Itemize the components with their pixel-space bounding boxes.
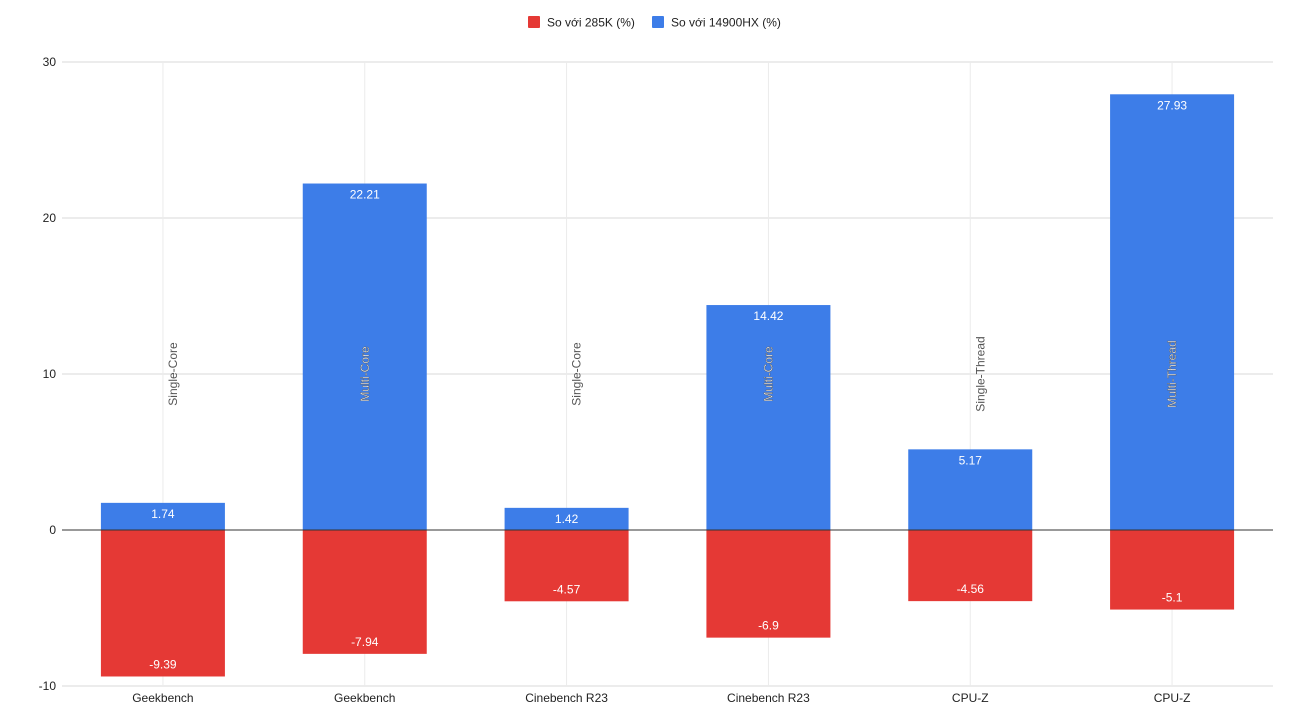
- legend-label: So với 14900HX (%): [671, 16, 781, 30]
- data-label: -5.1: [1162, 591, 1183, 605]
- data-label: 1.42: [555, 512, 579, 526]
- bar-series-1: [100, 530, 225, 677]
- data-label: -9.39: [149, 657, 177, 671]
- y-tick-label: 0: [49, 523, 56, 537]
- data-label: 14.42: [753, 309, 783, 323]
- x-category-label: Geekbench: [334, 691, 395, 705]
- bar-series-2: [1110, 94, 1235, 531]
- bar-series-2: [302, 183, 427, 531]
- bar-series-1: [302, 530, 427, 654]
- data-label: -4.57: [553, 582, 581, 596]
- bar-series-1: [706, 530, 831, 638]
- y-tick-label: -10: [39, 679, 57, 693]
- bar-series-2: [504, 507, 629, 530]
- y-tick-label: 10: [43, 367, 57, 381]
- bar-series-1: [1110, 530, 1235, 610]
- data-label: -4.56: [957, 582, 985, 596]
- legend-swatch: [528, 16, 540, 28]
- bar-sub-label: Multi-Thread: [1165, 340, 1179, 407]
- y-tick-label: 20: [43, 211, 57, 225]
- data-label: 5.17: [959, 453, 983, 467]
- bar-series-2: [706, 305, 831, 530]
- bar-series-2: [100, 502, 225, 530]
- data-label: 27.93: [1157, 98, 1187, 112]
- bar-series-1: [504, 530, 629, 602]
- bar-sub-label: Single-Thread: [973, 336, 987, 411]
- bar-series-1: [908, 530, 1033, 602]
- x-category-label: Geekbench: [132, 691, 193, 705]
- legend-label: So với 285K (%): [547, 16, 635, 30]
- x-category-label: Cinebench R23: [727, 691, 810, 705]
- data-label: -7.94: [351, 635, 379, 649]
- x-category-label: CPU-Z: [952, 691, 989, 705]
- data-label: 1.74: [151, 507, 175, 521]
- x-category-label: CPU-Z: [1154, 691, 1191, 705]
- y-tick-label: 30: [43, 55, 57, 69]
- legend-swatch: [652, 16, 664, 28]
- data-label: -6.9: [758, 619, 779, 633]
- x-category-label: Cinebench R23: [525, 691, 608, 705]
- bar-sub-label: Multi-Core: [358, 346, 372, 402]
- bar-sub-label: Multi-Core: [761, 346, 775, 402]
- bar-series-2: [908, 449, 1033, 530]
- data-label: 22.21: [350, 188, 380, 202]
- bar-sub-label: Single-Core: [166, 342, 180, 406]
- bar-sub-label: Single-Core: [570, 342, 584, 406]
